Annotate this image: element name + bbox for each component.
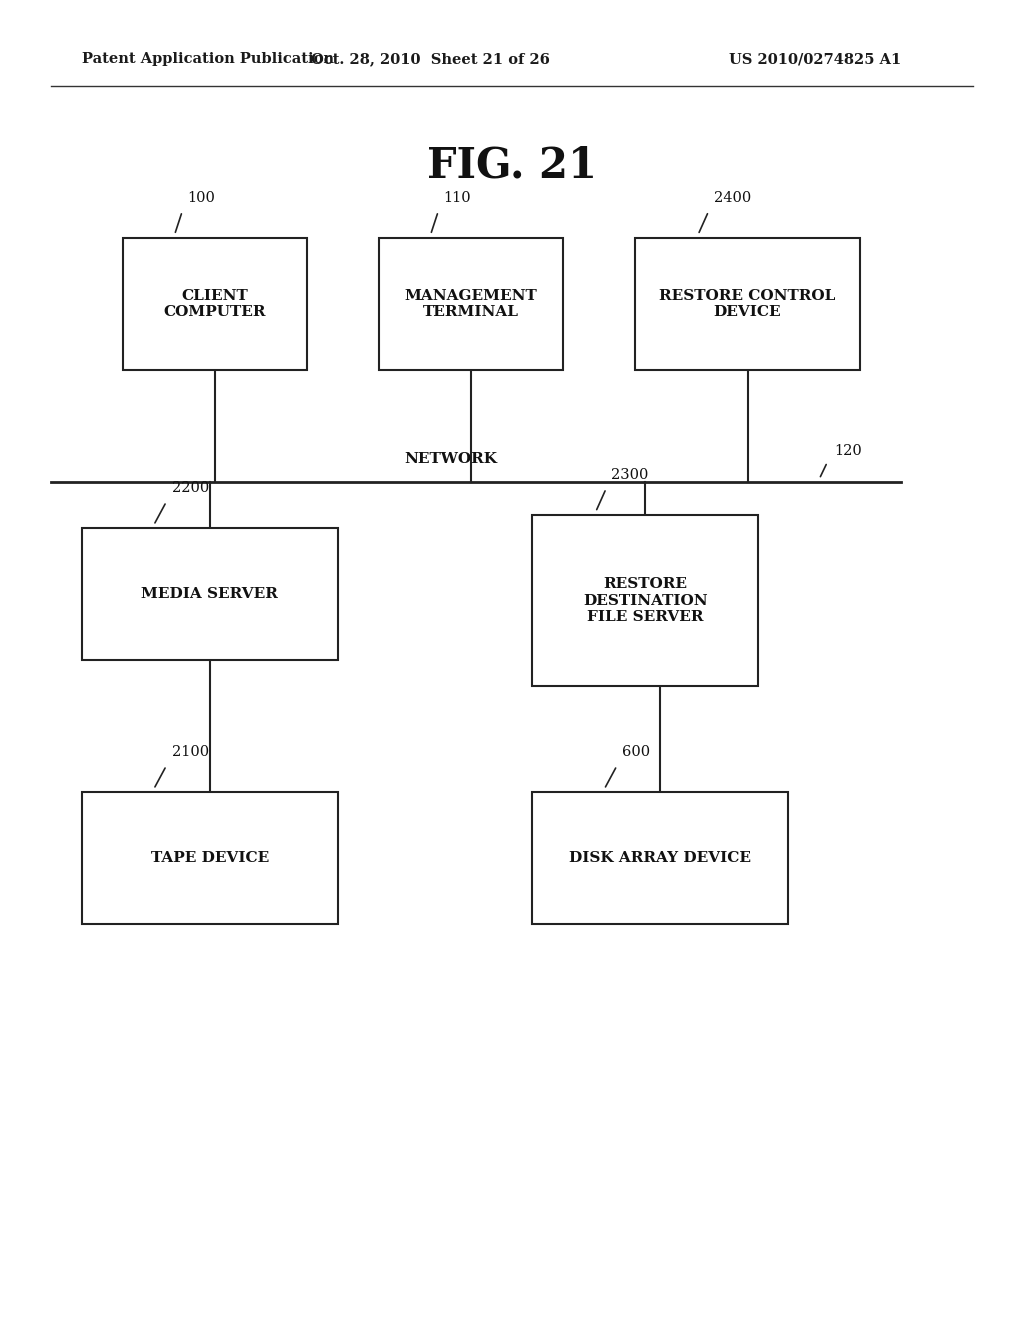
Text: Oct. 28, 2010  Sheet 21 of 26: Oct. 28, 2010 Sheet 21 of 26	[310, 53, 550, 66]
Text: TAPE DEVICE: TAPE DEVICE	[151, 851, 269, 865]
Text: DISK ARRAY DEVICE: DISK ARRAY DEVICE	[569, 851, 752, 865]
Text: US 2010/0274825 A1: US 2010/0274825 A1	[729, 53, 901, 66]
FancyBboxPatch shape	[82, 528, 338, 660]
Text: 2100: 2100	[171, 744, 209, 759]
Text: 100: 100	[187, 190, 215, 205]
FancyBboxPatch shape	[532, 792, 788, 924]
FancyBboxPatch shape	[379, 238, 563, 370]
FancyBboxPatch shape	[123, 238, 307, 370]
Text: CLIENT
COMPUTER: CLIENT COMPUTER	[164, 289, 266, 318]
Text: Patent Application Publication: Patent Application Publication	[82, 53, 334, 66]
Text: 120: 120	[835, 444, 862, 458]
Text: 2300: 2300	[611, 467, 648, 482]
Text: 2200: 2200	[171, 480, 209, 495]
Text: RESTORE
DESTINATION
FILE SERVER: RESTORE DESTINATION FILE SERVER	[583, 577, 708, 624]
Text: RESTORE CONTROL
DEVICE: RESTORE CONTROL DEVICE	[659, 289, 836, 318]
Text: FIG. 21: FIG. 21	[427, 144, 597, 186]
Text: MANAGEMENT
TERMINAL: MANAGEMENT TERMINAL	[404, 289, 538, 318]
FancyBboxPatch shape	[635, 238, 860, 370]
Text: NETWORK: NETWORK	[404, 451, 497, 466]
Text: 2400: 2400	[714, 190, 751, 205]
Text: MEDIA SERVER: MEDIA SERVER	[141, 587, 279, 601]
FancyBboxPatch shape	[532, 515, 758, 686]
Text: 600: 600	[623, 744, 650, 759]
Text: 110: 110	[443, 190, 471, 205]
FancyBboxPatch shape	[82, 792, 338, 924]
